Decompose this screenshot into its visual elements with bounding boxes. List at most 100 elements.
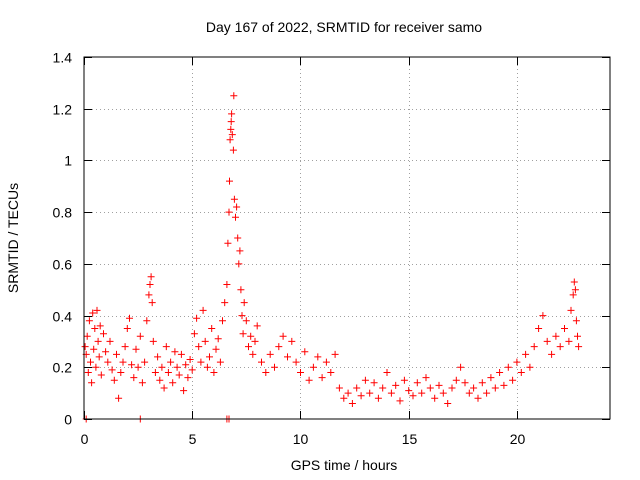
data-point [195,343,203,351]
data-point [240,299,248,307]
data-point [431,394,439,402]
data-point [228,131,236,139]
data-point [225,208,233,216]
data-point [370,379,378,387]
data-point [249,350,257,358]
data-point [164,369,172,376]
data-point [151,369,159,376]
data-point [160,384,168,392]
data-point [552,332,560,340]
data-point [565,337,573,345]
data-point [230,195,238,203]
data-point [353,384,361,392]
x-tick-label: 20 [510,431,526,447]
data-point [483,389,491,397]
data-point [216,358,224,366]
data-point [149,337,157,345]
y-tick-label: 0.4 [53,309,73,325]
data-point [288,337,296,345]
data-point [219,317,226,325]
data-point [379,384,387,392]
data-point [301,348,309,356]
data-point [297,369,304,376]
data-point [500,381,508,389]
chart-title: Day 167 of 2022, SRMTID for receiver sam… [206,19,482,35]
data-point [92,363,100,371]
data-point [171,348,179,356]
data-point [448,384,456,392]
y-tick-label: 0.2 [53,360,73,376]
data-point [314,353,322,361]
data-point [147,273,155,281]
data-point [478,379,486,387]
data-point [85,317,93,325]
data-point [95,353,103,361]
data-point [262,369,270,376]
data-point [145,291,153,299]
data-point [275,343,283,351]
data-point [561,325,568,332]
data-point [318,374,326,382]
data-point [452,376,460,384]
data-point [182,361,190,369]
data-point [226,136,234,144]
x-tick-label: 0 [81,431,89,447]
data-point [104,358,112,366]
data-point [206,353,213,361]
data-point [227,118,235,126]
x-tick-label: 15 [402,431,418,447]
data-point [117,369,125,376]
data-point [242,317,250,325]
data-point [224,239,232,247]
data-point [84,369,92,376]
data-point [154,353,162,361]
data-point [253,322,261,330]
data-point [413,379,421,387]
data-point [491,384,499,392]
data-point [128,361,136,369]
data-point [230,92,238,100]
data-point [487,374,495,382]
data-point [284,353,291,361]
data-point [383,369,391,376]
data-point [567,306,575,314]
x-tick-label: 10 [293,431,309,447]
data-point [143,317,151,325]
y-tick-label: 1 [64,153,72,169]
data-point [188,366,196,374]
data-point [465,389,473,397]
data-point [572,317,580,325]
data-points [81,92,583,423]
data-point [169,379,177,387]
data-point [247,332,255,340]
data-point [203,363,211,371]
data-point [548,350,556,358]
data-point [91,325,99,332]
data-point [90,345,98,353]
data-point [509,376,517,384]
data-point [245,343,252,351]
data-point [237,286,245,294]
data-point [461,379,469,387]
data-point [238,312,246,320]
data-point [530,343,538,351]
data-point [106,337,114,345]
x-tick-label: 5 [189,431,197,447]
data-point [233,203,241,211]
data-point [228,110,236,118]
data-point [327,369,335,376]
data-point [309,363,317,371]
data-point [214,335,222,343]
data-point [496,369,504,376]
data-point [522,350,530,358]
data-point [470,384,478,392]
data-point [513,358,521,366]
data-point [173,363,181,371]
data-point [435,381,443,389]
data-point [158,363,166,371]
data-point [87,358,94,366]
data-point [340,394,348,402]
data-point [184,374,192,382]
data-point [108,366,116,374]
